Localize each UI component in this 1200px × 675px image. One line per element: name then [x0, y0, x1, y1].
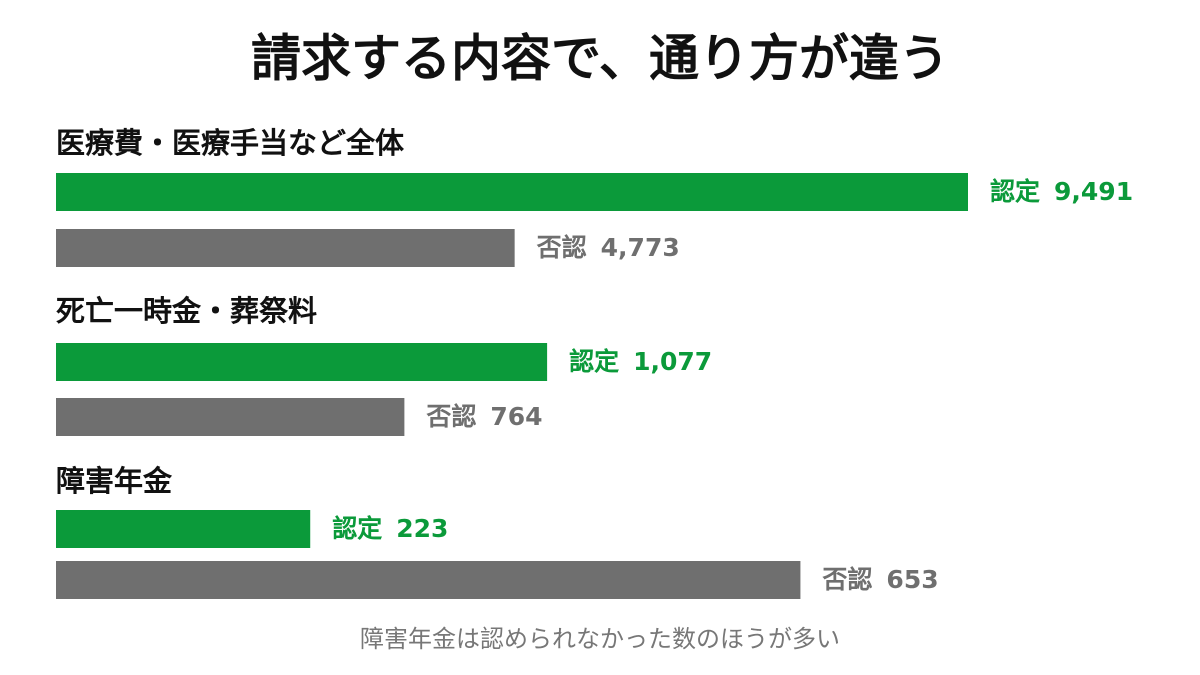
- bar: [56, 173, 968, 211]
- chart-title: 請求する内容で、通り方が違う: [251, 30, 949, 88]
- series-label: 認定: [332, 514, 382, 543]
- note: 障害年金は認められなかった数のほうが多い: [360, 625, 840, 653]
- value-label: 764: [490, 402, 542, 431]
- group-title: 死亡一時金・葬祭料: [56, 294, 317, 328]
- bar: [56, 561, 801, 599]
- value-label: 1,077: [633, 347, 712, 376]
- bar: [56, 398, 405, 436]
- series-label: 否認: [536, 233, 587, 262]
- series-label: 認定: [990, 177, 1040, 206]
- series-label: 認定: [569, 347, 619, 376]
- bar: [56, 343, 548, 381]
- value-label: 9,491: [1054, 177, 1133, 206]
- bar: [56, 510, 311, 548]
- value-label: 4,773: [601, 233, 680, 262]
- value-label: 223: [396, 514, 448, 543]
- series-label: 否認: [425, 402, 476, 431]
- group-title: 医療費・医療手当など全体: [56, 126, 405, 160]
- value-label: 653: [886, 565, 938, 594]
- group-title: 障害年金: [56, 464, 173, 498]
- bar: [56, 229, 515, 267]
- series-label: 否認: [821, 565, 872, 594]
